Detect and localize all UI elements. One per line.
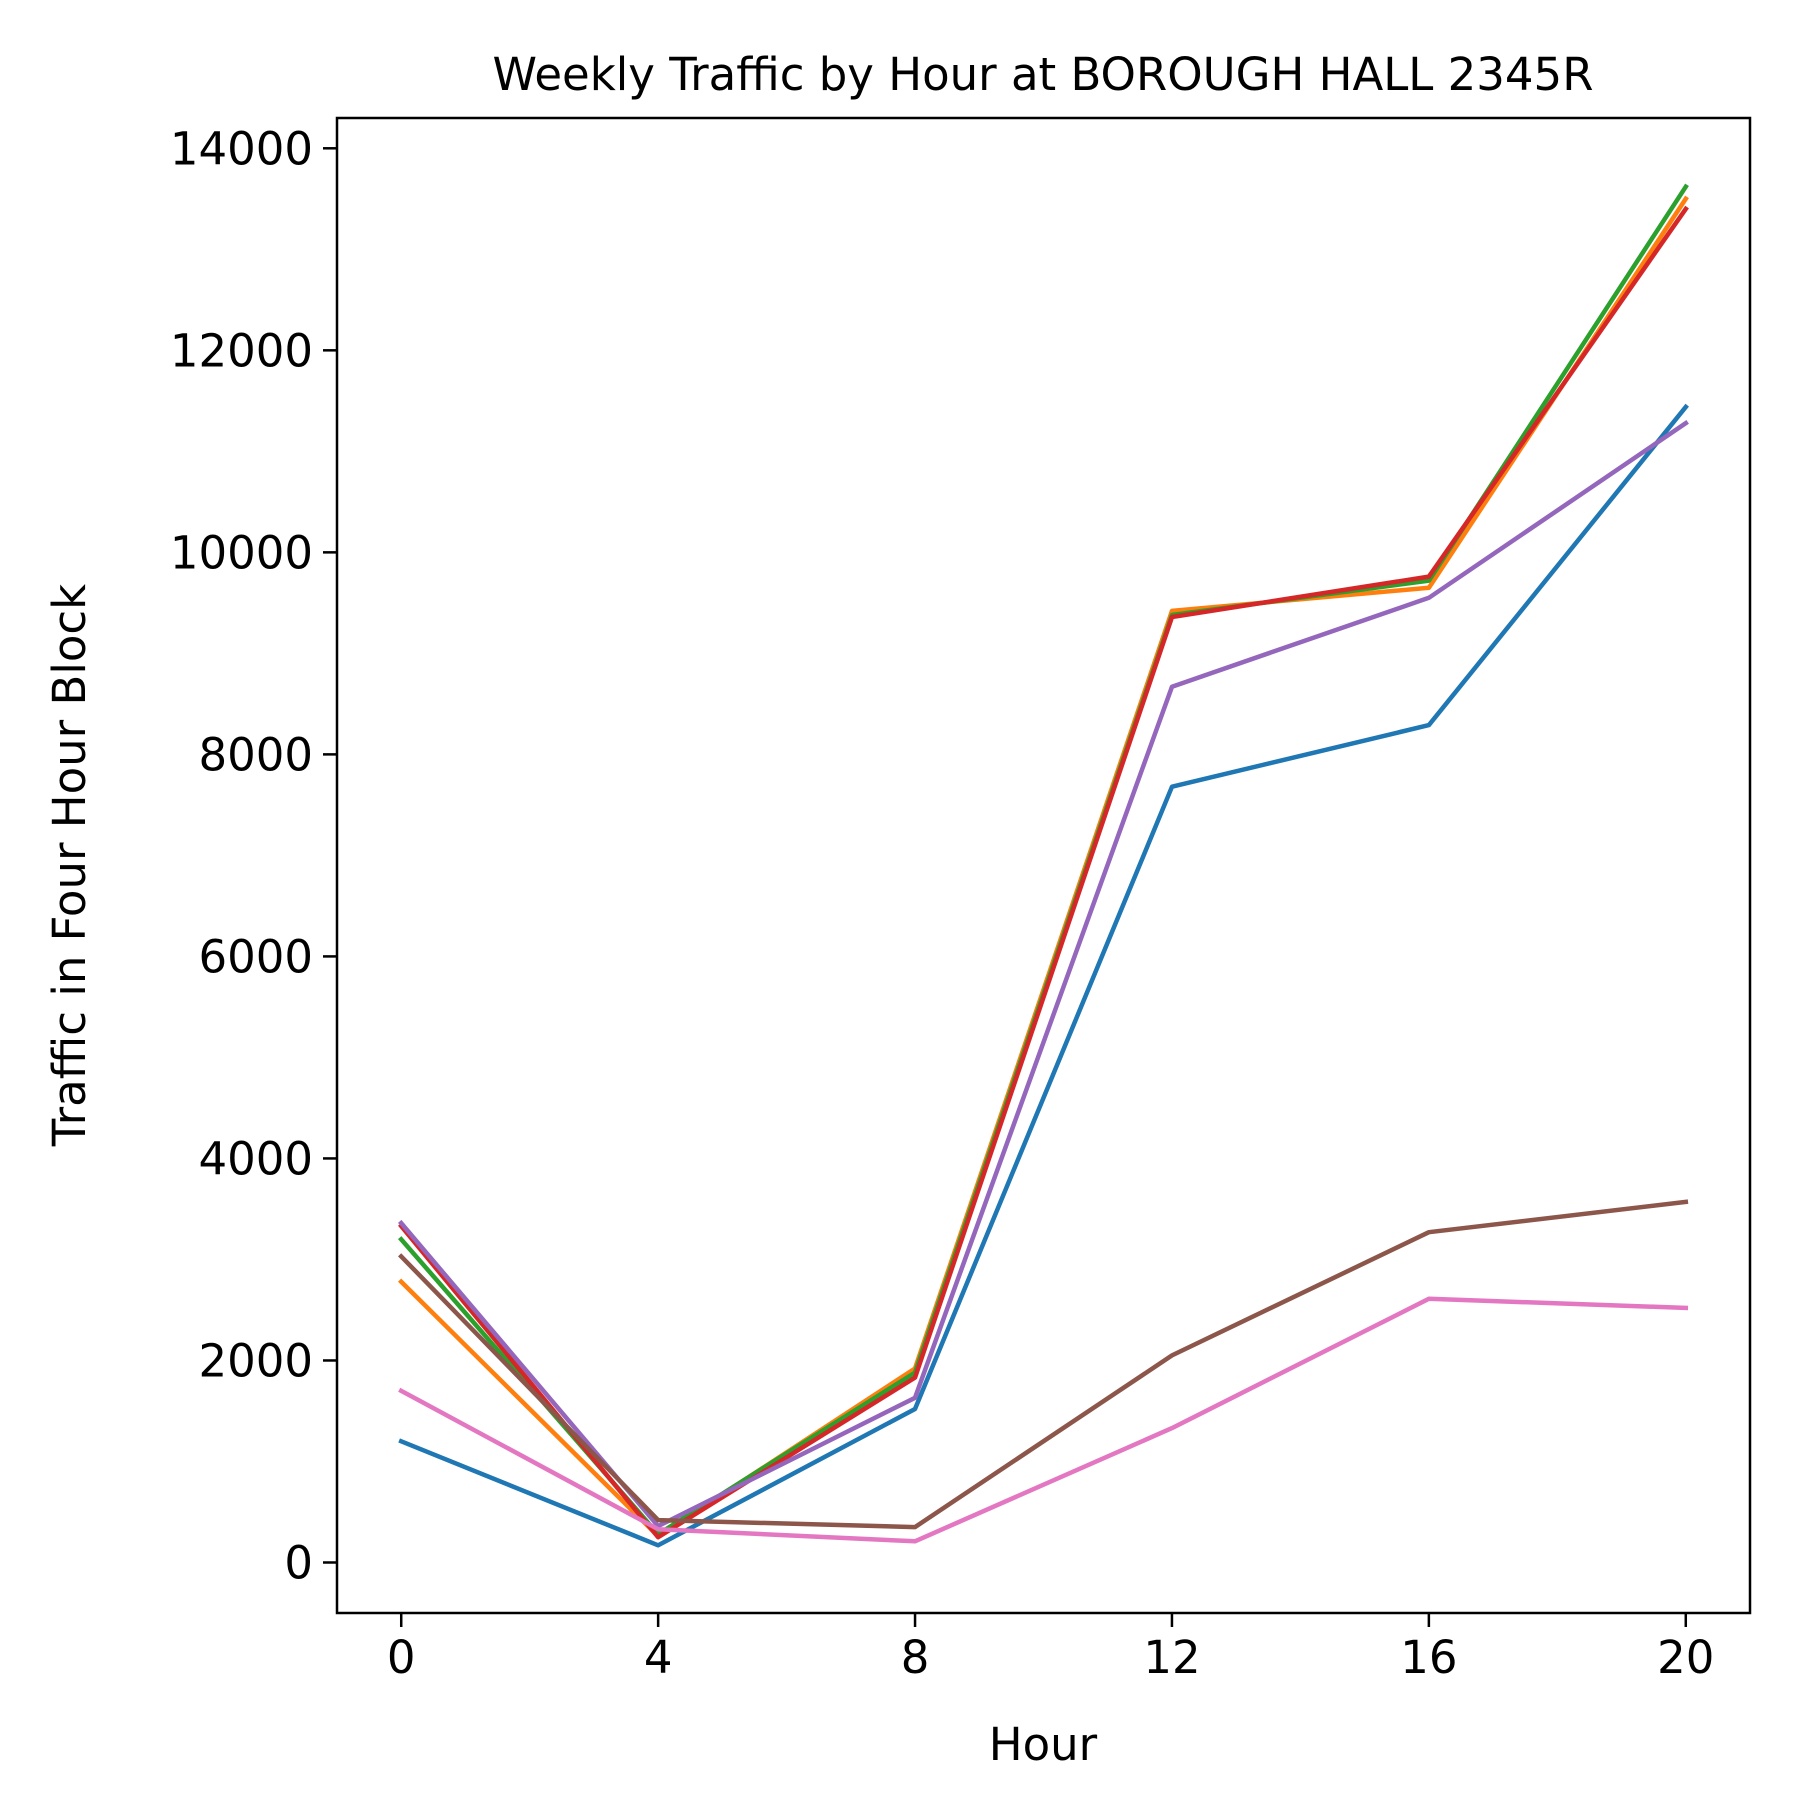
y-tick-label: 14000 xyxy=(170,122,313,175)
y-tick-label: 6000 xyxy=(198,930,313,983)
series-lines xyxy=(398,183,1689,1548)
chart-title: Weekly Traffic by Hour at BOROUGH HALL 2… xyxy=(493,48,1594,101)
x-tick-label: 0 xyxy=(387,1631,416,1684)
series-line-6 xyxy=(398,1199,1689,1530)
x-tick-label: 4 xyxy=(644,1631,673,1684)
series-line-4 xyxy=(398,205,1689,1540)
y-axis-label: Traffic in Four Hour Block xyxy=(43,584,96,1147)
x-axis-label: Hour xyxy=(989,1718,1098,1771)
x-tick-label: 20 xyxy=(1657,1631,1714,1684)
x-tick-label: 16 xyxy=(1400,1631,1457,1684)
y-tick-label: 0 xyxy=(284,1536,313,1589)
y-tick-label: 10000 xyxy=(170,526,313,579)
y-tick-label: 2000 xyxy=(198,1334,313,1387)
x-tick-label: 12 xyxy=(1143,1631,1200,1684)
y-axis-ticks: 0 2000 4000 6000 8000 10000 12000 14000 xyxy=(170,122,337,1589)
y-tick-label: 8000 xyxy=(198,728,313,781)
y-tick-label: 4000 xyxy=(198,1132,313,1185)
x-axis-ticks: 0 4 8 12 16 20 xyxy=(387,1613,1714,1684)
y-tick-label: 12000 xyxy=(170,324,313,377)
series-line-1 xyxy=(398,403,1689,1548)
x-tick-label: 8 xyxy=(901,1631,930,1684)
plot-frame xyxy=(335,116,1752,1615)
series-line-7 xyxy=(398,1296,1689,1544)
